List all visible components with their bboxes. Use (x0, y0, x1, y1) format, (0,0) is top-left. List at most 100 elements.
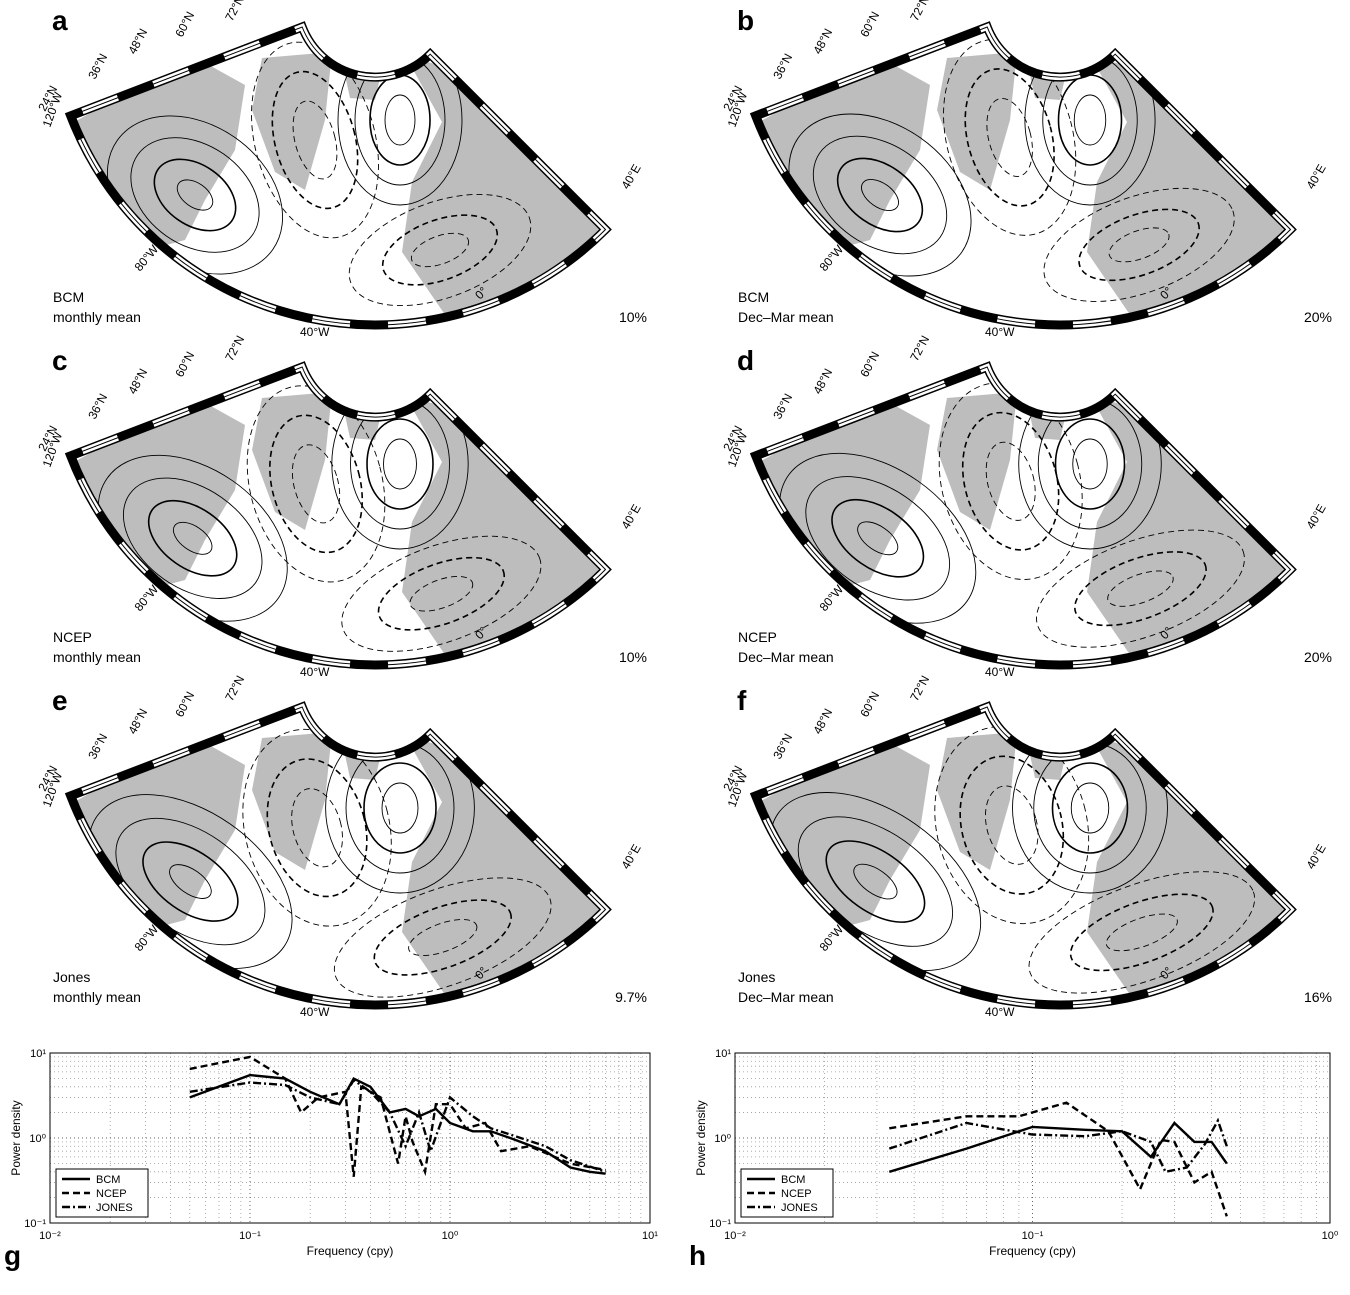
contour (251, 41, 379, 239)
lat-label: 48°N (125, 366, 150, 396)
contour (363, 762, 437, 854)
legend-label: NCEP (96, 1188, 127, 1200)
lon-label: 40°W (985, 325, 1015, 339)
lon-label: 40°W (300, 665, 330, 679)
lon-label: 40°E (1303, 162, 1328, 192)
dataset-label: NCEP (738, 629, 777, 645)
contour (1078, 208, 1200, 282)
y-axis-label: Power density (694, 1100, 708, 1175)
contour (831, 498, 925, 578)
lat-label: 48°N (810, 366, 835, 396)
contour (242, 728, 392, 927)
contour (853, 863, 898, 900)
land (252, 732, 332, 870)
x-tick-label: 10⁻¹ (1022, 1230, 1044, 1242)
contour (381, 214, 499, 286)
contour (1074, 551, 1207, 627)
panel-label: f (737, 685, 747, 716)
lat-label: 36°N (770, 51, 795, 81)
variance-label: 16% (1304, 989, 1332, 1005)
x-tick-label: 10¹ (642, 1230, 658, 1242)
land (402, 735, 606, 1002)
contour (943, 39, 1077, 236)
land (1087, 55, 1291, 322)
contour (271, 70, 359, 210)
spectrum-line (189, 1055, 606, 1177)
variance-label: 9.7% (615, 989, 647, 1005)
period-label: monthly mean (53, 989, 141, 1005)
panel-label: e (52, 685, 68, 716)
x-tick-label: 10⁻² (724, 1230, 746, 1242)
contour (377, 556, 506, 631)
lat-label: 72°N (907, 0, 932, 23)
land (402, 395, 606, 662)
contour (169, 864, 212, 899)
contour (836, 157, 924, 233)
contour (122, 477, 263, 599)
lat-label: 36°N (85, 51, 110, 81)
map-frame-outline (755, 706, 1292, 1006)
contour (861, 179, 899, 211)
panel-label: d (737, 345, 754, 376)
land (1087, 395, 1291, 662)
contour (985, 441, 1036, 521)
period-label: monthly mean (53, 649, 141, 665)
y-tick-label: 10⁻¹ (24, 1218, 46, 1230)
contour (938, 382, 1083, 580)
y-axis-label: Power density (9, 1100, 23, 1175)
lon-label: 40°E (618, 162, 643, 192)
x-tick-label: 10⁻¹ (239, 1230, 261, 1242)
x-axis-label: Frequency (cpy) (989, 1244, 1076, 1258)
contour (1070, 782, 1110, 834)
lat-label: 72°N (222, 673, 247, 703)
dataset-label: Jones (53, 969, 90, 985)
period-label: Dec–Mar mean (738, 309, 834, 325)
legend-box (740, 1168, 834, 1218)
land (252, 392, 332, 530)
contour (333, 877, 552, 998)
contour (410, 232, 470, 268)
contour (381, 782, 419, 834)
contour (1069, 893, 1214, 972)
panel-label: g (4, 1240, 21, 1271)
contour (1051, 762, 1129, 854)
contour (812, 135, 948, 255)
contour (366, 418, 434, 510)
contour (805, 476, 951, 601)
lat-label: 60°N (857, 689, 882, 719)
lat-label: 48°N (810, 706, 835, 736)
legend-label: JONES (781, 1202, 818, 1214)
contour (246, 385, 386, 583)
contour (964, 68, 1055, 207)
legend-label: BCM (781, 1174, 805, 1186)
contour (409, 575, 474, 612)
period-label: Dec–Mar mean (738, 649, 834, 665)
y-tick-label: 10⁰ (714, 1133, 731, 1145)
lat-label: 36°N (770, 731, 795, 761)
lat-label: 60°N (857, 9, 882, 39)
map-frame-outline (755, 366, 1292, 666)
contour (934, 726, 1090, 925)
land (937, 732, 1017, 870)
dataset-label: Jones (738, 969, 775, 985)
lat-label: 72°N (907, 673, 932, 703)
contour (383, 438, 417, 490)
x-tick-label: 10⁰ (1322, 1230, 1339, 1242)
lat-label: 48°N (125, 706, 150, 736)
variance-label: 10% (619, 649, 647, 665)
land (937, 392, 1017, 530)
contour (961, 411, 1060, 551)
map-frame-outline (70, 366, 607, 666)
contour (292, 100, 338, 180)
dataset-label: NCEP (53, 629, 92, 645)
lon-label: 40°W (300, 325, 330, 339)
legend-box (55, 1168, 149, 1218)
map-frame-outline (70, 26, 607, 326)
land (937, 52, 1017, 190)
contour (1105, 913, 1178, 952)
